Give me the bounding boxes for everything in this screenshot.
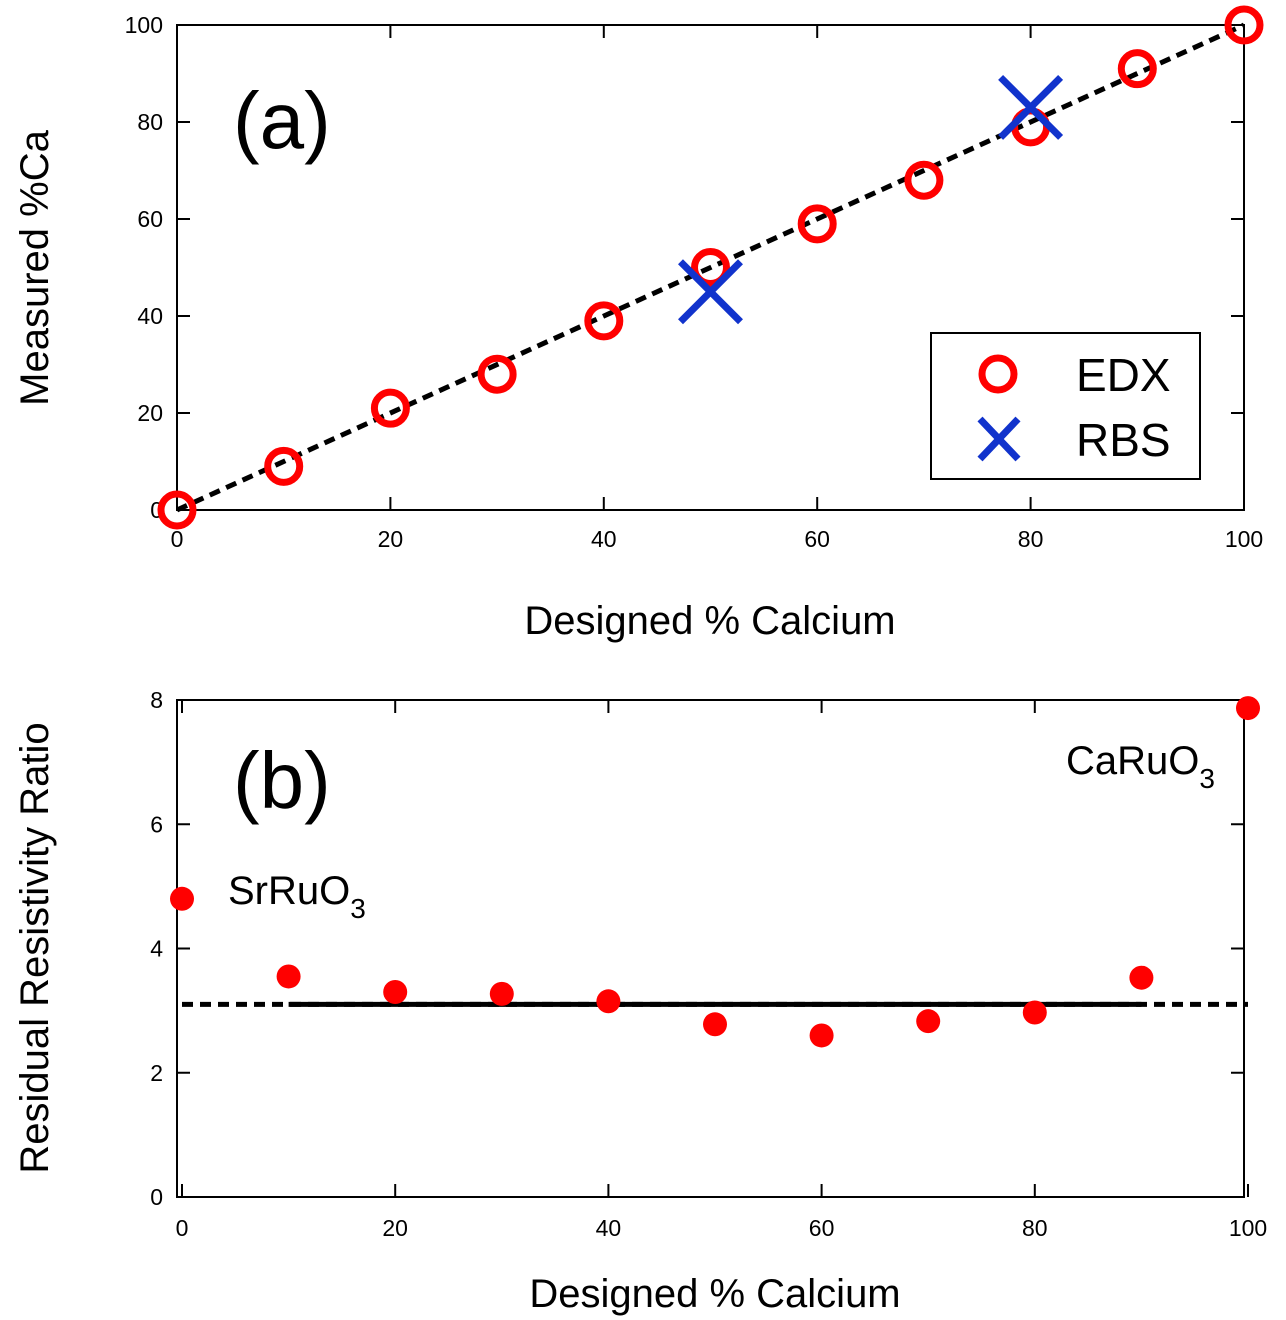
dashed-reference-line [175,22,1246,513]
legend-edx-label: EDX [1076,349,1171,401]
y-tick-label: 8 [150,687,163,713]
plot-frame-a [176,24,1245,511]
y-tick-label: 0 [150,1184,163,1210]
edx-point [691,248,730,287]
x-tick-label: 0 [176,1215,189,1241]
x-tick-label: 80 [1018,526,1044,552]
edx-point [264,446,304,486]
panel-label-a: (a) [233,76,331,165]
rrr-point [916,1009,941,1034]
legend-a: EDX RBS [930,332,1201,480]
legend-rbs-label: RBS [1076,414,1171,466]
edx-point [370,388,410,428]
rbs-stroke [998,74,1064,140]
y-tick-label: 100 [125,12,163,38]
legend-edx-marker [978,354,1018,394]
edx-point [1224,5,1264,45]
edx-point [477,354,517,394]
edx-point [797,204,837,244]
rrr-point [703,1012,727,1037]
x-tick-label: 20 [378,526,404,552]
legend-rbs-marker [977,416,1021,462]
data-marks-a [157,5,1264,530]
edx-point [584,301,624,341]
x-tick-label: 60 [809,1215,835,1241]
edx-point [1117,49,1157,89]
annotation-caruo3: CaRuO3 [1066,739,1215,794]
edx-point [157,490,197,530]
y-tick-label: 4 [150,936,163,962]
rbs-point [678,259,743,325]
x-tick-label: 0 [171,526,184,552]
rrr-point [276,964,301,989]
x-tick-label: 100 [1225,526,1263,552]
rbs-stroke [678,259,743,325]
x-tick-label: 40 [596,1215,622,1241]
data-marks-b [170,696,1260,1048]
rrr-point [596,989,621,1014]
y-axis-title-b: Residual Resistivity Ratio [13,722,57,1173]
panel-b: 0 20 40 60 80 100 0 2 4 6 8 (b) Designed % Calcium… [13,687,1267,1316]
x-tick-label: 100 [1229,1215,1267,1241]
rrr-point [1022,1000,1047,1025]
y-axis-title-a: Measured %Ca [13,129,57,405]
x-tick-label: 80 [1022,1215,1048,1241]
panel-label-b: (b) [233,736,331,825]
y-tick-label: 6 [150,811,163,837]
rbs-point [998,74,1064,140]
x-tick-label: 20 [382,1215,408,1241]
rrr-point [1236,696,1260,721]
edx-point [904,160,944,200]
reference-line-a [175,22,1246,513]
rrr-point [383,979,408,1004]
rrr-point [489,981,514,1006]
annotation-srruo3: SrRuO3 [228,869,366,924]
y-tick-label: 2 [150,1060,163,1086]
y-tick-label: 80 [137,109,163,135]
legend-box [930,332,1201,480]
x-tick-label: 60 [804,526,830,552]
y-tick-label: 20 [137,400,163,426]
rrr-point [1129,965,1154,990]
x-axis-title-b: Designed % Calcium [529,1272,900,1316]
rrr-point [809,1023,834,1048]
x-axis-title-a: Designed % Calcium [524,599,895,643]
axis-ticks-b: 0 20 40 60 80 100 0 2 4 6 8 [150,687,1267,1241]
x-tick-label: 40 [591,526,617,552]
y-tick-label: 60 [137,206,163,232]
y-tick-label: 40 [137,303,163,329]
rrr-point [170,886,194,911]
